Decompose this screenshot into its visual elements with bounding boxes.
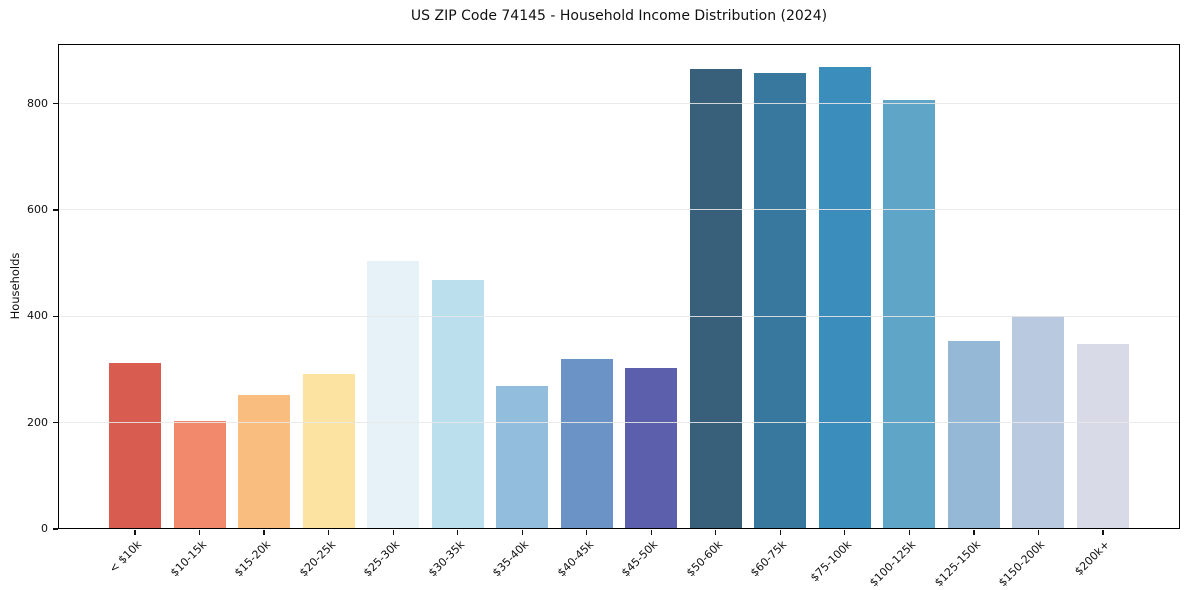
x-tick-mark: [1102, 529, 1104, 535]
x-tick-mark: [844, 529, 846, 535]
bar-4: [367, 260, 420, 529]
x-tick-mark: [779, 529, 781, 535]
bar-7: [560, 359, 613, 529]
bar-11: [818, 66, 871, 529]
x-tick-label: < $10k: [106, 538, 145, 576]
y-tick-mark: [52, 315, 58, 317]
x-tick-mark: [715, 529, 717, 535]
bar-0: [109, 362, 161, 529]
bar-13: [947, 341, 1000, 529]
x-tick-mark: [650, 529, 652, 535]
bar-8: [625, 368, 678, 529]
gridline-200: [58, 422, 1180, 424]
bar-3: [302, 373, 355, 529]
x-tick-mark: [1037, 529, 1040, 535]
bar-10: [754, 72, 807, 529]
y-tick-label: 400: [27, 309, 48, 323]
y-tick-label: 0: [41, 522, 48, 535]
bar-1: [173, 421, 226, 529]
x-tick-mark: [457, 529, 459, 535]
y-tick-mark: [52, 422, 58, 424]
x-tick-mark: [908, 529, 910, 535]
gridline-400: [58, 315, 1180, 317]
y-tick-mark: [52, 102, 58, 105]
x-tick-mark: [973, 529, 975, 535]
x-tick-mark: [392, 529, 394, 535]
y-tick-label: 800: [27, 96, 48, 110]
x-tick-mark: [134, 529, 136, 535]
x-tick-mark: [586, 529, 588, 535]
y-tick-label: 600: [27, 202, 48, 216]
y-tick-label: 200: [27, 415, 48, 429]
bar-5: [431, 280, 484, 529]
bar-9: [689, 68, 742, 529]
chart-title: US ZIP Code 74145 - Household Income Dis…: [410, 8, 828, 24]
bar-15: [1077, 344, 1129, 529]
bar-2: [238, 394, 291, 529]
x-tick-mark: [328, 529, 330, 535]
x-tick-mark: [263, 529, 265, 535]
bar-12: [883, 100, 936, 529]
plot-area: [58, 44, 1180, 529]
bar-6: [496, 386, 549, 529]
x-tick-mark: [198, 529, 201, 535]
y-tick-mark: [52, 209, 58, 211]
y-tick-mark: [52, 528, 58, 530]
gridline-600: [58, 209, 1180, 211]
gridline-800: [58, 103, 1180, 105]
x-tick-mark: [521, 529, 523, 535]
